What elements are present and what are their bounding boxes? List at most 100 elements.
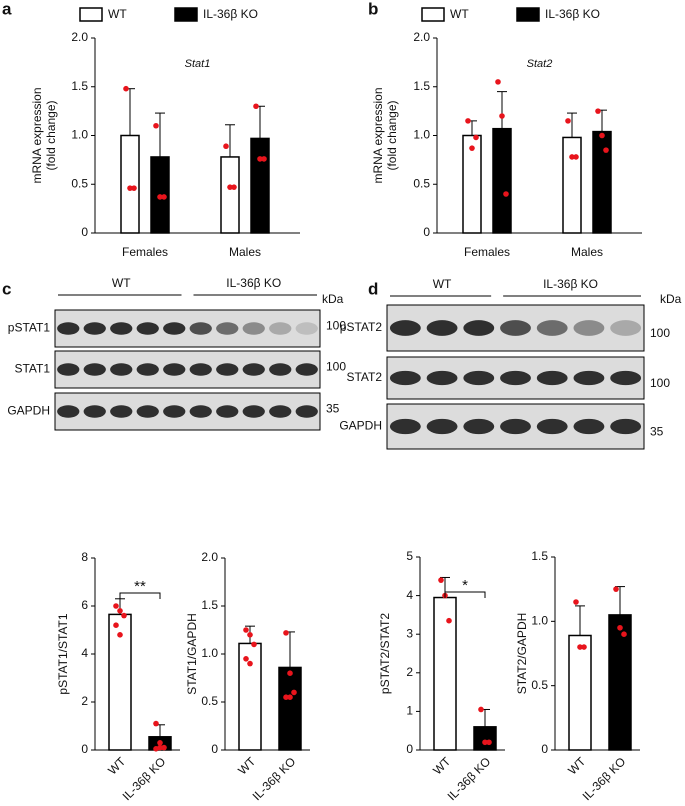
y-axis-label: (fold change) [44,100,58,170]
blot-band [463,370,495,386]
y-tick-label: 4 [81,646,88,660]
group-label: WT [433,277,452,291]
size-label: 100 [326,319,346,333]
blot-band [110,363,133,376]
y-tick-label: 0.5 [71,176,88,190]
y-tick-label: 2.0 [71,30,88,44]
data-point [113,603,119,609]
data-point [446,617,452,624]
panel-label: b [368,0,378,18]
data-point [283,694,289,700]
y-axis-label: mRNA expression [30,87,44,183]
blot-band [610,320,642,336]
significance-bracket [119,592,161,599]
panel-label: c [2,279,11,298]
row-label: pSTAT1 [8,321,51,335]
blot-band [163,363,186,376]
x-tick-label: IL-36β KO [580,754,629,803]
blot-band [83,405,106,418]
bar [120,134,140,234]
data-point [157,740,163,746]
y-tick-label: 8 [81,550,88,564]
blot-band [110,405,133,418]
bar [220,156,240,234]
x-tick-label: WT [105,754,129,778]
data-point [613,586,619,592]
blot-band [463,418,495,435]
data-point [565,118,571,124]
y-tick-label: 1 [406,704,413,718]
y-axis-label: (fold change) [385,100,399,170]
data-point [438,577,444,583]
data-point [599,132,605,139]
blot-band [295,405,318,418]
y-tick-label: 0.5 [531,678,548,692]
bar [238,642,262,751]
legend-label: IL-36β KO [203,7,258,21]
blot-band [389,370,421,386]
data-point [153,122,159,129]
data-point [287,670,293,676]
y-tick-label: 2.0 [201,550,218,564]
y-tick-label: 0.5 [413,176,430,190]
panel-label: d [368,279,378,298]
blot-band [189,405,212,418]
y-tick-label: 0 [81,225,88,239]
group-label: WT [112,276,131,290]
blot-band [242,405,265,418]
y-axis-label: STAT2/GAPDH [515,613,529,695]
blot-band [83,322,106,335]
blot-band [536,370,568,386]
x-tick-label: IL-36β KO [250,754,299,803]
data-point [227,184,233,190]
group-label: IL-36β KO [543,277,598,291]
blot-band [110,322,133,335]
data-point [253,103,259,110]
data-point [251,641,257,648]
blot-band [610,418,642,435]
unit-label: kDa [660,292,682,306]
data-point [617,624,623,631]
significance-bracket [444,591,486,598]
size-label: 35 [326,402,340,416]
y-tick-label: 0 [81,742,88,756]
data-point [153,720,159,727]
y-tick-label: 1.5 [413,79,430,93]
y-tick-label: 5 [406,549,413,563]
size-label: 100 [650,376,670,390]
y-tick-label: 3 [406,626,413,640]
data-point [283,630,289,636]
data-point [482,739,488,746]
blot-band [57,405,80,418]
data-point [161,744,167,751]
blot-band [57,322,80,335]
significance-label: ** [134,578,146,595]
y-tick-label: 6 [81,598,88,612]
blot-band [610,370,642,386]
data-point [621,631,627,637]
x-tick-label: Males [571,245,603,259]
x-tick-label: IL-36β KO [120,754,169,803]
blot-band [500,320,531,336]
blot-band [426,370,458,386]
data-point [581,644,587,650]
blot-band [189,363,212,376]
data-point [161,194,167,200]
data-point [223,143,229,150]
blot-band [83,363,106,376]
row-label: GAPDH [7,404,50,418]
blot-band [216,405,239,418]
blot-band [500,418,531,435]
legend-label: WT [450,7,469,21]
data-point [261,156,267,162]
data-point [257,156,263,162]
data-point [243,656,249,662]
y-tick-label: 0 [211,742,218,756]
x-tick-label: IL-36β KO [445,754,494,803]
data-point [291,689,297,696]
y-tick-label: 0 [406,742,413,756]
bar [462,134,482,234]
blot-band [389,320,421,336]
data-point [495,79,501,85]
blot-band [57,363,80,376]
